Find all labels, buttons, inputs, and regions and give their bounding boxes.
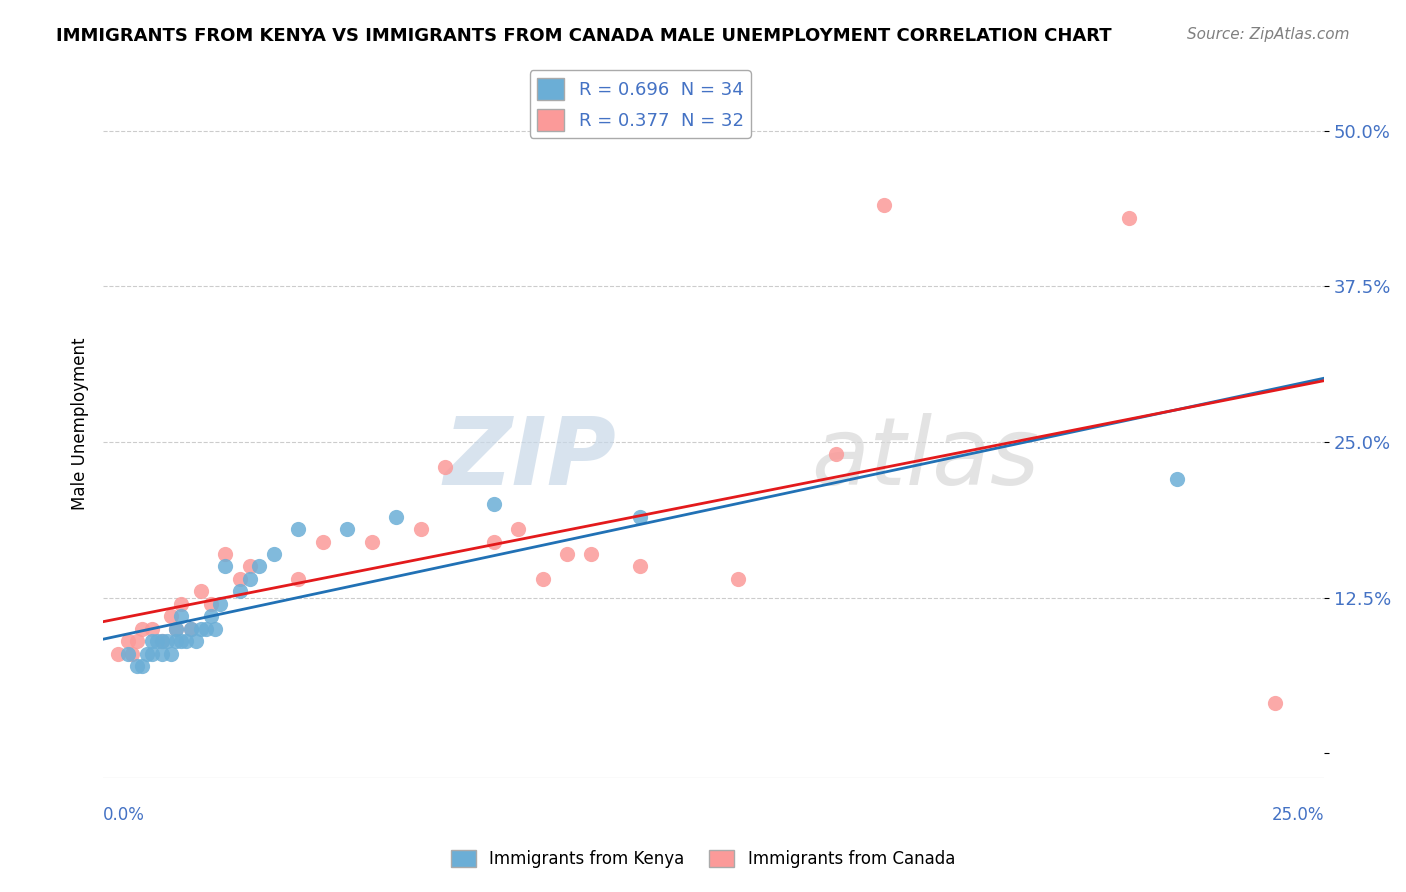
Point: [482, 534, 505, 549]
Point: [121, 647, 143, 661]
Point: [1118, 211, 1140, 225]
Point: [165, 634, 187, 648]
Point: [336, 522, 359, 536]
Point: [1264, 696, 1286, 710]
Point: [165, 622, 187, 636]
Point: [247, 559, 270, 574]
Point: [131, 659, 153, 673]
Point: [214, 559, 236, 574]
Text: Source: ZipAtlas.com: Source: ZipAtlas.com: [1187, 27, 1350, 42]
Point: [581, 547, 603, 561]
Point: [107, 647, 129, 661]
Text: atlas: atlas: [811, 413, 1039, 504]
Point: [209, 597, 232, 611]
Text: IMMIGRANTS FROM KENYA VS IMMIGRANTS FROM CANADA MALE UNEMPLOYMENT CORRELATION CH: IMMIGRANTS FROM KENYA VS IMMIGRANTS FROM…: [56, 27, 1112, 45]
Point: [194, 622, 217, 636]
Point: [174, 634, 197, 648]
Point: [1166, 472, 1188, 486]
Point: [127, 634, 149, 648]
Point: [287, 572, 309, 586]
Point: [214, 547, 236, 561]
Text: 0.0%: 0.0%: [103, 806, 145, 824]
Point: [200, 609, 222, 624]
Point: [127, 659, 149, 673]
Point: [180, 622, 202, 636]
Point: [160, 609, 183, 624]
Point: [170, 597, 193, 611]
Point: [180, 622, 202, 636]
Point: [117, 647, 139, 661]
Point: [360, 534, 382, 549]
Point: [312, 534, 335, 549]
Point: [628, 509, 651, 524]
Text: ZIP: ZIP: [443, 413, 616, 505]
Point: [200, 597, 222, 611]
Point: [263, 547, 285, 561]
Point: [150, 634, 173, 648]
Point: [239, 572, 262, 586]
Y-axis label: Male Unemployment: Male Unemployment: [72, 337, 89, 509]
Text: 25.0%: 25.0%: [1271, 806, 1324, 824]
Point: [873, 198, 896, 212]
Point: [287, 522, 309, 536]
Point: [184, 634, 207, 648]
Point: [146, 634, 169, 648]
Point: [531, 572, 554, 586]
Point: [409, 522, 432, 536]
Point: [117, 634, 139, 648]
Point: [190, 584, 212, 599]
Point: [131, 622, 153, 636]
Point: [628, 559, 651, 574]
Point: [433, 459, 456, 474]
Point: [155, 634, 177, 648]
Point: [229, 584, 252, 599]
Point: [165, 622, 187, 636]
Point: [136, 647, 159, 661]
Point: [170, 634, 193, 648]
Point: [160, 647, 183, 661]
Point: [385, 509, 408, 524]
Point: [170, 609, 193, 624]
Point: [824, 447, 846, 461]
Point: [727, 572, 749, 586]
Point: [190, 622, 212, 636]
Point: [150, 634, 173, 648]
Point: [508, 522, 530, 536]
Point: [239, 559, 262, 574]
Point: [141, 634, 163, 648]
Point: [555, 547, 578, 561]
Legend: R = 0.696  N = 34, R = 0.377  N = 32: R = 0.696 N = 34, R = 0.377 N = 32: [530, 70, 751, 138]
Point: [204, 622, 226, 636]
Point: [229, 572, 252, 586]
Legend: Immigrants from Kenya, Immigrants from Canada: Immigrants from Kenya, Immigrants from C…: [444, 843, 962, 875]
Point: [150, 647, 173, 661]
Point: [141, 622, 163, 636]
Point: [141, 647, 163, 661]
Point: [482, 497, 505, 511]
